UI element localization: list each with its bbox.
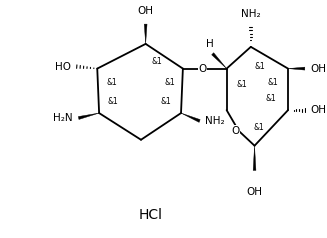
Text: &1: &1 <box>236 80 247 89</box>
Text: &1: &1 <box>107 78 117 87</box>
Text: O: O <box>198 64 207 74</box>
Text: OH: OH <box>247 187 263 197</box>
Text: NH₂: NH₂ <box>205 116 225 126</box>
Text: OH: OH <box>310 64 326 74</box>
Text: &1: &1 <box>254 123 265 132</box>
Text: HO: HO <box>55 62 71 72</box>
Text: H₂N: H₂N <box>53 113 73 123</box>
Polygon shape <box>78 113 99 119</box>
Text: OH: OH <box>138 6 154 16</box>
Text: &1: &1 <box>266 94 277 103</box>
Polygon shape <box>253 146 256 170</box>
Text: &1: &1 <box>161 97 171 106</box>
Polygon shape <box>181 113 200 122</box>
Text: &1: &1 <box>268 78 279 87</box>
Text: &1: &1 <box>108 97 118 106</box>
Text: &1: &1 <box>151 57 162 66</box>
Text: H: H <box>206 39 214 49</box>
Text: &1: &1 <box>255 62 266 71</box>
Text: OH: OH <box>310 105 326 115</box>
Text: &1: &1 <box>164 78 175 87</box>
Polygon shape <box>144 24 147 44</box>
Text: HCl: HCl <box>138 208 162 222</box>
Polygon shape <box>212 53 227 69</box>
Text: O: O <box>231 126 239 136</box>
Text: NH₂: NH₂ <box>241 9 261 19</box>
Polygon shape <box>288 67 305 70</box>
